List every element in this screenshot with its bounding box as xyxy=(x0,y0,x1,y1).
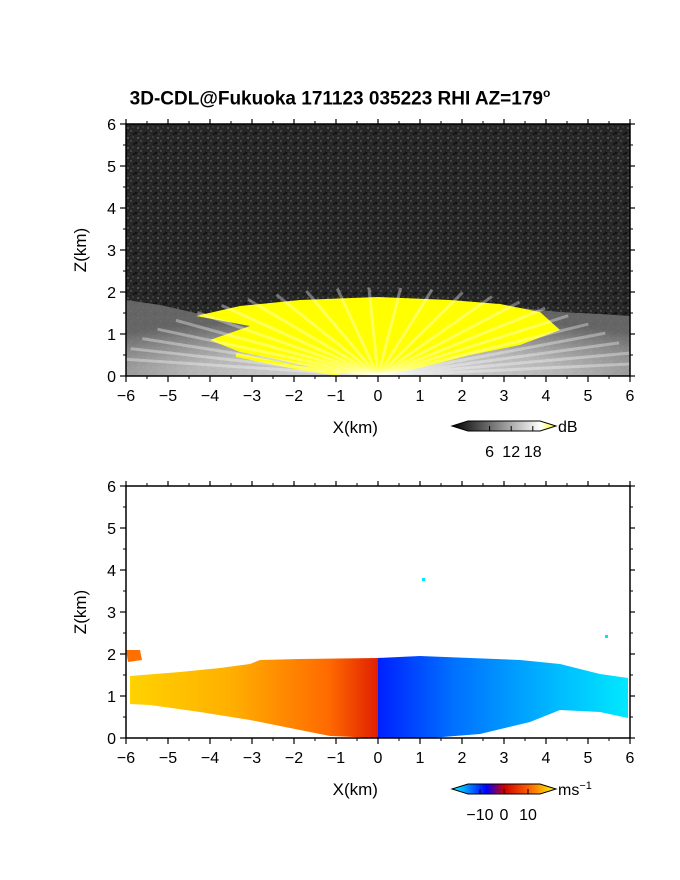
y-tick-label: 0 xyxy=(107,731,116,748)
colorbar-tick-label: 6 xyxy=(485,444,494,461)
stray-pixel xyxy=(605,635,608,638)
x-tick-label: 0 xyxy=(374,388,383,405)
beam-streak xyxy=(275,293,379,376)
velocity-positive-region xyxy=(130,658,378,738)
dbz-colorbar: dB 6 12 18 xyxy=(450,419,578,461)
x-tick-label: −6 xyxy=(117,750,135,767)
y-tick-label: 5 xyxy=(107,159,116,176)
y-axis-label: Z(km) xyxy=(71,228,90,272)
y-tick-label: 3 xyxy=(107,605,116,622)
beam-streak xyxy=(377,351,630,376)
y-tick-label: 2 xyxy=(107,647,116,664)
x-tick-label: −3 xyxy=(243,750,261,767)
y-tick-label: 2 xyxy=(107,285,116,302)
x-tick-label: −4 xyxy=(201,388,219,405)
x-tick-label: −5 xyxy=(159,750,177,767)
beam-streak xyxy=(196,310,379,376)
y-tick-label: 1 xyxy=(107,689,116,706)
x-tick-label: −2 xyxy=(285,750,303,767)
x-tick-label: 1 xyxy=(416,388,425,405)
x-tick-label: −1 xyxy=(327,388,345,405)
x-tick-label: 1 xyxy=(416,750,425,767)
x-tick-label: 0 xyxy=(374,750,383,767)
x-tick-label: −5 xyxy=(159,388,177,405)
beam-streak xyxy=(376,287,403,376)
colorbar-tick-label: 10 xyxy=(519,807,537,824)
beam-streak xyxy=(377,362,630,376)
beam-streak xyxy=(377,314,569,376)
colorbar-tick-label: 18 xyxy=(524,444,542,461)
x-tick-label: 4 xyxy=(542,750,551,767)
x-tick-label: −3 xyxy=(243,388,261,405)
x-tick-label: 6 xyxy=(626,388,635,405)
beam-streak xyxy=(377,331,606,376)
colorbar-tick-label: 12 xyxy=(502,444,520,461)
ground-sat-line xyxy=(235,353,341,376)
beam-streak xyxy=(247,298,379,376)
beam-streak xyxy=(377,322,589,376)
x-axis-label: X(km) xyxy=(333,780,378,799)
velocity-negative-region xyxy=(378,656,628,738)
colorbar-tick-label: −10 xyxy=(466,807,493,824)
x-tick-label: 5 xyxy=(584,388,593,405)
x-tick-label: 3 xyxy=(500,750,509,767)
x-axis-label: X(km) xyxy=(333,418,378,437)
stray-pixel xyxy=(422,578,425,581)
beam-streak xyxy=(377,306,546,376)
velocity-colorbar: ms−1 −10 0 10 xyxy=(450,780,592,824)
leading-edge-orange xyxy=(126,650,142,662)
y-tick-label: 5 xyxy=(107,521,116,538)
beam-streak xyxy=(130,347,379,376)
y-tick-label: 1 xyxy=(107,327,116,344)
beam-streak xyxy=(126,357,379,376)
y-tick-label: 3 xyxy=(107,243,116,260)
echo-saturated-region xyxy=(196,297,560,376)
colorbar-unit: ms−1 xyxy=(558,780,592,799)
beam-streak xyxy=(142,337,379,376)
x-tick-label: 6 xyxy=(626,750,635,767)
y-axis-label: Z(km) xyxy=(71,590,90,634)
y-tick-label: 0 xyxy=(107,369,116,386)
x-tick-label: 5 xyxy=(584,750,593,767)
beam-streak xyxy=(157,327,379,376)
x-tick-label: 3 xyxy=(500,388,509,405)
beam-streak xyxy=(175,318,379,376)
colorbar-tick-label: 0 xyxy=(500,807,509,824)
beam-streaks xyxy=(126,287,630,376)
y-tick-label: 6 xyxy=(107,479,116,496)
beam-streak xyxy=(220,304,379,376)
x-tick-label: −4 xyxy=(201,750,219,767)
beam-streak xyxy=(335,288,380,376)
beam-streak xyxy=(367,287,380,376)
beam-streak xyxy=(377,295,493,376)
x-tick-label: −2 xyxy=(285,388,303,405)
beam-streak xyxy=(376,288,434,376)
y-tick-label: 4 xyxy=(107,563,116,580)
beam-streak xyxy=(377,341,620,376)
figure-title: 3D-CDL@Fukuoka 171123 035223 RHI AZ=179o xyxy=(129,86,551,110)
x-tick-label: 2 xyxy=(458,750,467,767)
beam-streak xyxy=(377,300,521,376)
x-tick-label: −1 xyxy=(327,750,345,767)
y-tick-label: 6 xyxy=(107,117,116,134)
beam-streak xyxy=(376,291,464,376)
y-tick-label: 4 xyxy=(107,201,116,218)
x-tick-label: 2 xyxy=(458,388,467,405)
colorbar-unit: dB xyxy=(558,419,578,436)
x-tick-label: −6 xyxy=(117,388,135,405)
beam-streak xyxy=(305,290,380,376)
x-tick-label: 4 xyxy=(542,388,551,405)
